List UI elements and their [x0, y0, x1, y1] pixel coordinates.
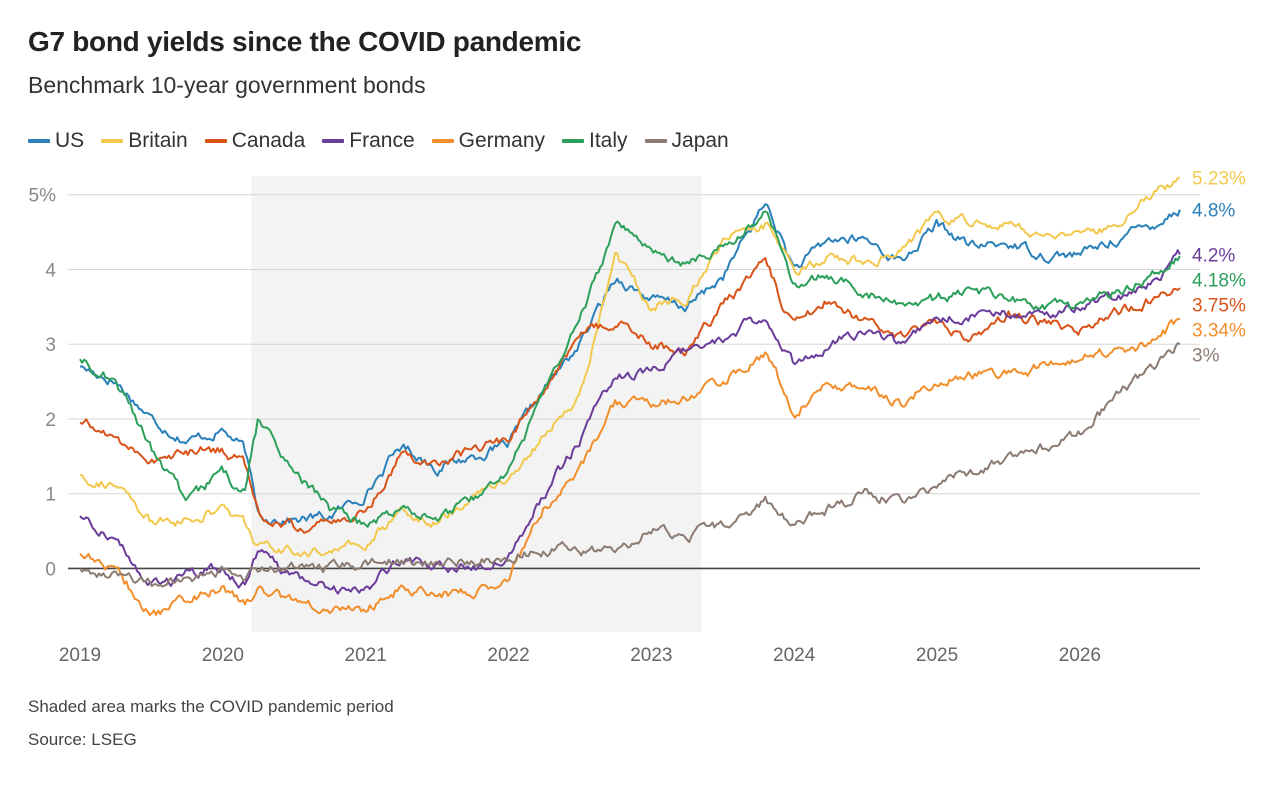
legend-label: Italy	[589, 129, 628, 152]
x-tick-label: 2022	[487, 645, 529, 666]
legend-label: France	[349, 129, 415, 152]
end-label-japan: 3%	[1192, 345, 1220, 366]
series-line-britain	[79, 176, 1181, 558]
chart-title: G7 bond yields since the COVID pandemic	[28, 26, 582, 57]
legend-swatch	[322, 139, 345, 143]
x-tick-label: 2026	[1059, 645, 1101, 666]
series-line-germany	[79, 317, 1181, 617]
legend-item-britain: Britain	[101, 129, 188, 153]
source-credit: Source: LSEG	[28, 730, 137, 749]
legend-swatch	[28, 139, 50, 143]
y-tick-label: 5%	[29, 186, 57, 207]
x-tick-label: 2023	[630, 645, 672, 666]
series-line-italy	[79, 210, 1181, 528]
legend-label: Canada	[231, 129, 306, 152]
y-tick-label: 3	[45, 335, 56, 356]
legend-label: Britain	[128, 129, 188, 152]
legend-item-us: US	[28, 129, 84, 153]
series-line-france	[79, 249, 1181, 595]
legend-swatch	[204, 139, 227, 143]
legend-swatch	[101, 139, 124, 143]
x-tick-label: 2019	[59, 645, 101, 666]
x-tick-label: 2024	[773, 645, 816, 666]
legend-swatch	[562, 139, 584, 143]
legend-label: Japan	[671, 129, 729, 152]
series-line-canada	[79, 257, 1181, 534]
end-label-britain: 5.23%	[1192, 168, 1246, 189]
legend-item-italy: Italy	[562, 129, 628, 153]
x-tick-label: 2021	[345, 645, 387, 666]
line-chart: 0 1 2 3 4 5% 2019 2020 2021 2022 2023 2024 2025 2026 5…	[29, 168, 1246, 666]
legend-swatch	[431, 139, 454, 143]
legend-item-germany: Germany	[431, 129, 545, 153]
x-tick-label: 2025	[916, 645, 958, 666]
end-label-france: 4.2%	[1192, 245, 1235, 266]
end-label-canada: 3.75%	[1192, 295, 1246, 316]
chart-subtitle: Benchmark 10-year government bonds	[28, 72, 426, 98]
y-tick-label: 0	[45, 559, 56, 580]
end-label-germany: 3.34%	[1192, 320, 1246, 341]
y-tick-label: 2	[45, 410, 56, 431]
y-tick-label: 1	[45, 485, 56, 506]
legend-item-japan: Japan	[644, 129, 729, 153]
footnote: Shaded area marks the COVID pandemic per…	[28, 697, 394, 716]
legend-label: Germany	[458, 129, 545, 152]
legend-swatch	[644, 139, 667, 143]
legend-item-canada: Canada	[204, 129, 306, 153]
chart-legend: US Britain Canada France Germany Italy Japan	[28, 129, 746, 153]
legend-item-france: France	[322, 129, 415, 153]
series-line-japan	[79, 342, 1181, 588]
end-label-us: 4.8%	[1192, 201, 1235, 222]
legend-label: US	[55, 129, 85, 152]
end-label-italy: 4.18%	[1192, 270, 1246, 291]
y-tick-label: 4	[45, 260, 56, 281]
x-tick-label: 2020	[202, 645, 244, 666]
